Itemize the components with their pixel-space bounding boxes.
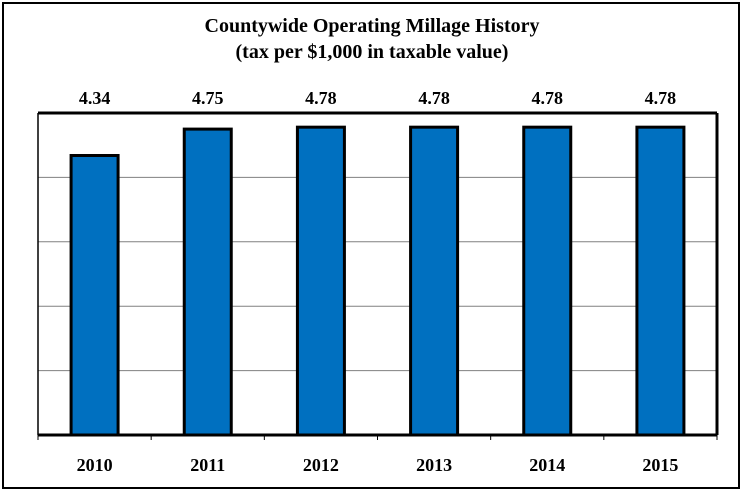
x-tick-label-2014: 2014 — [529, 455, 565, 475]
chart-title: Countywide Operating Millage History — [205, 15, 540, 37]
bar-2012 — [295, 125, 346, 437]
bar-2014 — [522, 125, 573, 437]
x-tick-label-2013: 2013 — [416, 455, 452, 475]
data-labels: 4.34 4.75 4.78 4.78 4.78 4.78 — [79, 88, 676, 108]
bars — [69, 125, 686, 437]
x-axis: 2010 2011 2012 2013 2014 2015 — [37, 435, 718, 475]
data-label-2013: 4.78 — [418, 88, 450, 108]
x-tick-label-2011: 2011 — [190, 455, 225, 475]
bar-2010 — [69, 154, 120, 437]
bar-2013 — [409, 125, 460, 437]
data-label-2010: 4.34 — [79, 88, 111, 108]
data-label-2014: 4.78 — [532, 88, 564, 108]
bar-2011 — [182, 127, 233, 437]
x-tick-label-2012: 2012 — [303, 455, 339, 475]
data-label-2011: 4.75 — [192, 88, 224, 108]
chart-frame — [2, 2, 740, 489]
chart-subtitle: (tax per $1,000 in taxable value) — [236, 41, 509, 63]
bar-2015 — [635, 125, 686, 437]
data-label-2015: 4.78 — [645, 88, 677, 108]
data-label-2012: 4.78 — [305, 88, 337, 108]
gridlines — [38, 176, 717, 372]
plot-border — [37, 111, 719, 437]
x-tick-label-2015: 2015 — [642, 455, 678, 475]
x-tick-label-2010: 2010 — [77, 455, 113, 475]
